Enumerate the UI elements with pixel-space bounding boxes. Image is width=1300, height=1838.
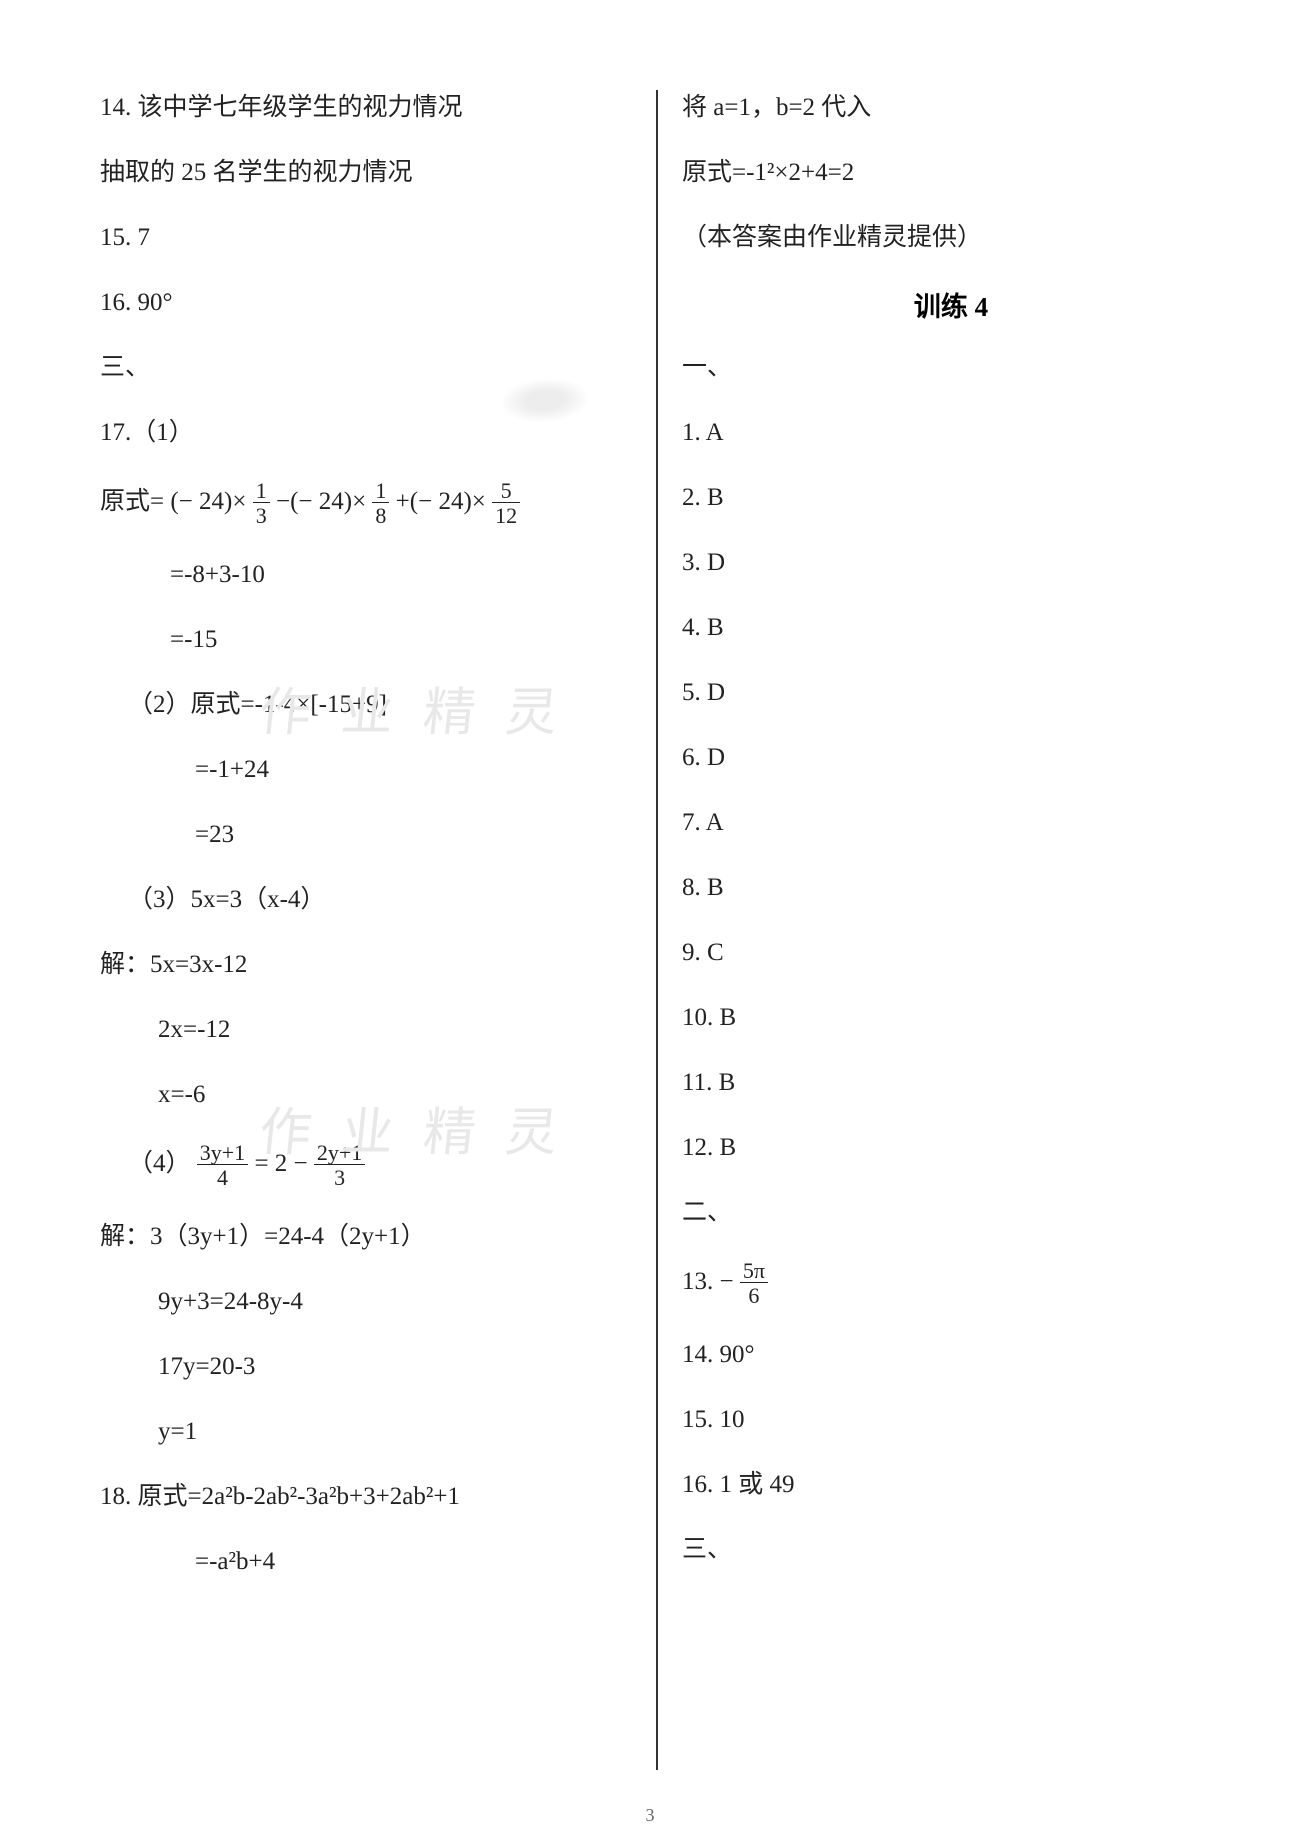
q14-line2: 抽取的 25 名学生的视力情况 (100, 155, 638, 190)
eq-term2: −(− 24)× (276, 488, 366, 515)
ans-16: 16. 1 或 49 (682, 1467, 1220, 1502)
fraction-5-12: 5 12 (492, 480, 520, 527)
q17-3-eq: （3）5x=3（x-4） (100, 882, 638, 917)
sub-result: 原式=-1²×2+4=2 (682, 155, 1220, 190)
right-column: 将 a=1，b=2 代入 原式=-1²×2+4=2 （本答案由作业精灵提供） 训… (658, 90, 1220, 1770)
two-column-layout: 14. 该中学七年级学生的视力情况 抽取的 25 名学生的视力情况 15. 7 … (100, 90, 1220, 1770)
section-2: 二、 (682, 1195, 1220, 1230)
ans-2: 2. B (682, 480, 1220, 515)
ans-4: 4. B (682, 610, 1220, 645)
ans-1: 1. A (682, 415, 1220, 450)
section-1: 一、 (682, 350, 1220, 385)
ans-14: 14. 90° (682, 1337, 1220, 1372)
q17-3-step3: x=-6 (100, 1077, 638, 1112)
eq-prefix: 原式= (100, 488, 164, 515)
q17-1-step2: =-15 (100, 622, 638, 657)
q17-4-eq: （4） 3y+1 4 = 2 − 2y+1 3 (100, 1142, 638, 1189)
q17-2-step1: =-1+24 (100, 752, 638, 787)
ans-15: 15. 10 (682, 1402, 1220, 1437)
ans-13: 13. − 5π 6 (682, 1260, 1220, 1307)
q17-4-mid: = 2 − (254, 1150, 313, 1177)
ans-10: 10. B (682, 1000, 1220, 1035)
ans-9: 9. C (682, 935, 1220, 970)
q18-step1: =-a²b+4 (100, 1544, 638, 1579)
q17-4-step1: 解：3（3y+1）=24-4（2y+1） (100, 1219, 638, 1254)
ans-7: 7. A (682, 805, 1220, 840)
fraction-3y1-4: 3y+1 4 (197, 1142, 248, 1189)
fraction-5pi-6: 5π 6 (740, 1260, 768, 1307)
q16: 16. 90° (100, 285, 638, 320)
ans-13-prefix: 13. (682, 1268, 720, 1295)
q17-1-eq: 原式= (− 24)× 1 3 −(− 24)× 1 8 +(− 24)× 5 … (100, 480, 638, 527)
q17-4-step4: y=1 (100, 1414, 638, 1449)
neg-sign: − (720, 1268, 734, 1295)
q17-4-step3: 17y=20-3 (100, 1349, 638, 1384)
q17-3-step1: 解：5x=3x-12 (100, 947, 638, 982)
ans-5: 5. D (682, 675, 1220, 710)
q17-3-step2: 2x=-12 (100, 1012, 638, 1047)
q17-4-step2: 9y+3=24-8y-4 (100, 1284, 638, 1319)
ans-11: 11. B (682, 1065, 1220, 1100)
ans-3: 3. D (682, 545, 1220, 580)
sub-step: 将 a=1，b=2 代入 (682, 90, 1220, 125)
q17-4-prefix: （4） (128, 1150, 191, 1177)
q15: 15. 7 (100, 220, 638, 255)
left-column: 14. 该中学七年级学生的视力情况 抽取的 25 名学生的视力情况 15. 7 … (100, 90, 656, 1770)
fraction-2y1-3: 2y+1 3 (314, 1142, 365, 1189)
ans-8: 8. B (682, 870, 1220, 905)
fraction-1-3: 1 3 (253, 480, 270, 527)
q17-2-eq: （2）原式=-1-4×[-15+9] (100, 687, 638, 722)
page-number: 3 (646, 1805, 655, 1826)
training-4-title: 训练 4 (682, 285, 1220, 324)
credit-note: （本答案由作业精灵提供） (682, 220, 1220, 255)
q18-eq: 18. 原式=2a²b-2ab²-3a²b+3+2ab²+1 (100, 1479, 638, 1514)
section-3b: 三、 (682, 1532, 1220, 1567)
q17-2-step2: =23 (100, 817, 638, 852)
ans-12: 12. B (682, 1130, 1220, 1165)
section-3: 三、 (100, 350, 638, 385)
eq-term1: (− 24)× (170, 488, 246, 515)
q14-line1: 14. 该中学七年级学生的视力情况 (100, 90, 638, 125)
q17-1-step1: =-8+3-10 (100, 557, 638, 592)
fraction-1-8: 1 8 (372, 480, 389, 527)
q17-1-label: 17.（1） (100, 415, 638, 450)
ans-6: 6. D (682, 740, 1220, 775)
eq-term3: +(− 24)× (396, 488, 486, 515)
